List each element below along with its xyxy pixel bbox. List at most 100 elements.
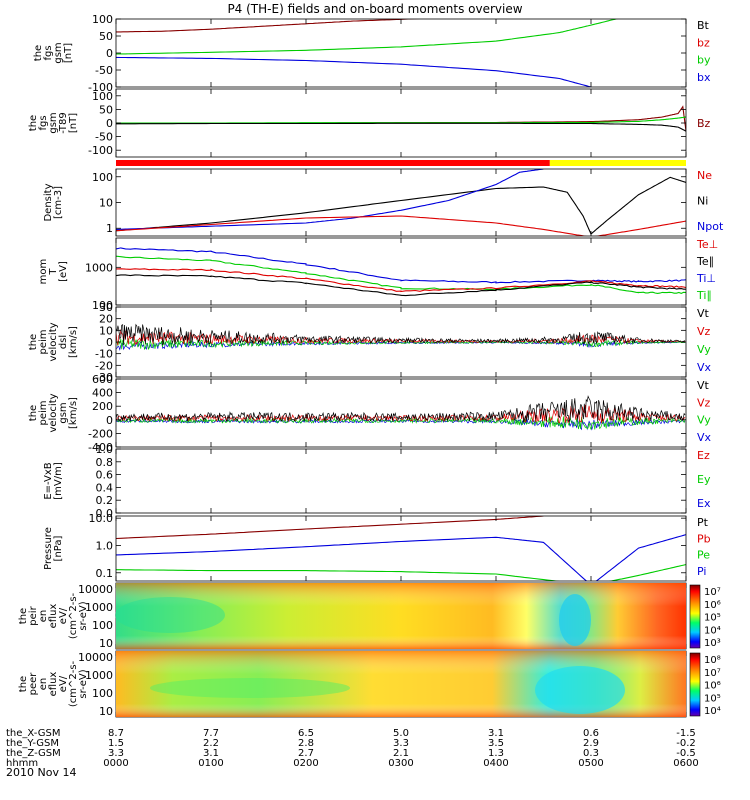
y-tick-label: 0	[106, 336, 113, 349]
y-tick-label: -400	[88, 441, 113, 454]
series-Te∥	[116, 274, 686, 297]
legend-peim-velocity-gsm-1: Vz	[697, 396, 711, 409]
y-tick-label: 100	[92, 13, 113, 26]
series-Ne	[116, 215, 686, 236]
panel-e-vxb: 1.00.80.60.40.20.0 E=-VxB [mV/m] Ez Ey Ex	[43, 443, 711, 520]
series-Te⊥	[116, 268, 686, 293]
y-tick-label: 600	[92, 373, 113, 386]
x-row-label: the_Z-GSM	[6, 748, 61, 759]
legend-peim-velocity-gsm-2: Vy	[697, 414, 711, 427]
legend-pressure-0: Pt	[697, 516, 709, 529]
y-axis-label: the	[28, 405, 39, 421]
series-Pt	[116, 516, 544, 540]
y-axis-label: fgs	[43, 45, 54, 60]
y-axis-label: T	[48, 268, 59, 276]
colorbar-tick-label: 10⁵	[704, 693, 721, 704]
y-axis-label: en	[38, 610, 49, 623]
series-red-trace	[116, 328, 686, 346]
y-tick-label: 50	[99, 30, 113, 43]
series-bx	[116, 56, 592, 87]
y-tick-label: 400	[92, 387, 113, 400]
y-tick-label: 10000	[78, 583, 113, 596]
x-row-value: 0300	[388, 758, 413, 769]
y-tick-label: 100	[92, 171, 113, 184]
y-axis-label: [cm-3]	[53, 186, 64, 219]
y-axis-label: [nPa]	[53, 535, 64, 561]
y-tick-label: -50	[95, 64, 113, 77]
legend-temperature-2: Ti⊥	[696, 272, 716, 285]
y-axis-label: eflux	[48, 672, 59, 697]
figure-title: P4 (TH-E) fields and on-board moments ov…	[227, 2, 522, 16]
legend-temperature-0: Te⊥	[696, 238, 718, 251]
series-Ti∥	[116, 255, 686, 294]
series-red-trace	[116, 404, 686, 424]
y-tick-label: 100	[92, 90, 113, 103]
y-tick-label: 0	[106, 47, 113, 60]
panel-temperature: 1000 100 mom T [eV] Te⊥ Te∥ Ti⊥ Ti∥	[38, 237, 718, 312]
x-row-label: the_X-GSM	[6, 728, 60, 739]
y-tick-label: 1000	[85, 669, 113, 682]
y-axis-label: sr-eV)	[78, 601, 89, 630]
x-row-value: -1.5	[676, 728, 696, 739]
x-row-value: 0400	[483, 758, 508, 769]
x-row-label: hhmm	[6, 758, 38, 769]
colorbar-tick-label: 10³	[704, 638, 721, 649]
legend-peim-velocity-dsl-1: Vz	[697, 325, 711, 338]
x-row-value: 0600	[673, 758, 698, 769]
date-label: 2010 Nov 14	[6, 766, 76, 779]
y-axis-label: velocity	[48, 393, 59, 432]
y-axis-label: gsm	[53, 42, 64, 63]
legend-pressure-3: Pi	[697, 565, 706, 578]
legend-density-0: Ne	[697, 169, 712, 182]
y-tick-label: 0	[106, 117, 113, 130]
y-tick-label: 0.4	[96, 481, 114, 494]
x-row-value: -0.5	[676, 748, 696, 759]
y-tick-label: -20	[95, 359, 113, 372]
legend-density-1: Ni	[697, 195, 708, 208]
colorbar-tick-label: 10⁷	[704, 587, 721, 598]
legend-fgs-gsm-t89-0: Bz	[697, 117, 711, 130]
panel-pressure: 10.0 1.0 0.1 Pressure [nPa] Pt Pb Pe Pi	[43, 512, 711, 582]
y-axis-label: peer	[28, 672, 39, 696]
y-tick-label: 10	[99, 705, 113, 718]
x-row-value: 0100	[198, 758, 223, 769]
x-row-label: the_Y-GSM	[6, 738, 59, 749]
y-axis-label: peim	[38, 329, 49, 354]
y-tick-label: -100	[88, 81, 113, 94]
series-by	[116, 19, 619, 55]
series-Bx	[116, 122, 686, 132]
x-row-value: 1.5	[108, 738, 124, 749]
y-tick-label: 1000	[85, 261, 113, 274]
y-axis-label: [mV/m]	[53, 462, 64, 500]
y-tick-label: 10000	[78, 651, 113, 664]
y-axis-label: (cm^2-s-	[68, 660, 79, 707]
y-axis-label: peim	[38, 400, 49, 425]
colorbar-tick-label: 10⁴	[704, 706, 721, 717]
y-tick-label: -100	[88, 144, 113, 157]
colorbar-tick-label: 10⁴	[704, 625, 721, 636]
panel-density: 100 10 1 Density [cm-3] Ne Ni Npot	[43, 168, 724, 237]
y-axis-label: sr-eV)	[78, 669, 89, 698]
series-green-trace	[116, 337, 686, 350]
x-row-value: 6.5	[298, 728, 314, 739]
x-row-value: 3.5	[488, 738, 504, 749]
y-axis-label: dsl	[58, 335, 69, 349]
y-tick-label: 0.0	[96, 507, 114, 520]
x-row-value: 8.7	[108, 728, 124, 739]
y-tick-label: -10	[95, 348, 113, 361]
series-blue-trace	[116, 340, 686, 351]
y-axis-label: [nT]	[68, 113, 79, 133]
y-tick-label: 200	[92, 400, 113, 413]
legend-pressure-2: Pe	[697, 549, 710, 562]
y-tick-label: 1.0	[96, 443, 114, 456]
legend-fgs-gsm-3: bx	[697, 71, 711, 84]
y-tick-label: 10	[99, 197, 113, 210]
y-axis-label: en	[38, 678, 49, 691]
series-Bt	[116, 19, 422, 33]
legend-density-2: Npot	[697, 220, 724, 233]
y-axis-label: -T89	[58, 112, 69, 134]
y-axis-label: the	[18, 608, 29, 624]
x-row-value: 2.9	[583, 738, 599, 749]
